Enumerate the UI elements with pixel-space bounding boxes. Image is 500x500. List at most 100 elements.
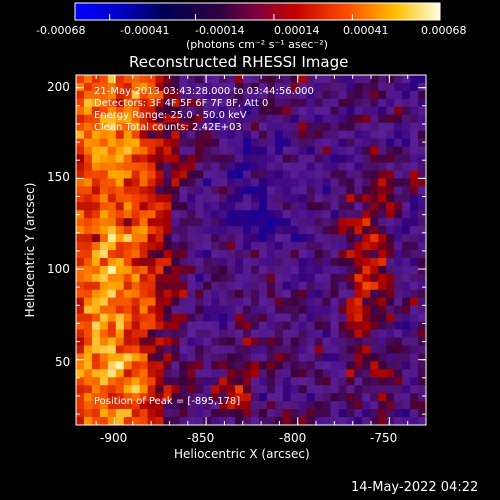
image-pixel [187, 305, 196, 315]
image-pixel [99, 106, 109, 116]
image-pixel [314, 186, 324, 195]
image-pixel [195, 377, 204, 386]
image-pixel [107, 98, 117, 108]
image-pixel [76, 178, 85, 187]
image-pixel [76, 369, 85, 378]
image-pixel [298, 130, 308, 140]
image-pixel [346, 186, 356, 195]
image-pixel [227, 234, 236, 243]
image-pixel [402, 106, 411, 116]
image-pixel [258, 106, 268, 116]
image-pixel [330, 289, 340, 299]
image-pixel [346, 106, 356, 116]
image-pixel [370, 257, 379, 267]
image-pixel [394, 345, 403, 355]
image-pixel [306, 385, 316, 394]
image-pixel [394, 170, 403, 180]
image-pixel [195, 393, 204, 402]
image-pixel [163, 385, 173, 394]
image-pixel [91, 345, 101, 355]
image-pixel [203, 138, 212, 148]
image-pixel [211, 146, 220, 156]
image-pixel [219, 313, 228, 323]
image-pixel [258, 170, 268, 180]
image-pixel [402, 281, 411, 291]
image-pixel [418, 178, 426, 187]
image-pixel [298, 82, 308, 92]
image-pixel [346, 329, 356, 339]
image-pixel [418, 242, 426, 251]
image-pixel [394, 353, 403, 362]
image-pixel [91, 90, 101, 100]
image-pixel [362, 106, 371, 116]
image-pixel [219, 178, 228, 187]
image-pixel [402, 369, 411, 378]
image-pixel [123, 146, 133, 156]
image-pixel [171, 417, 181, 425]
image-pixel [410, 90, 419, 100]
image-pixel [266, 257, 276, 267]
image-pixel [219, 162, 228, 172]
image-pixel [179, 202, 188, 211]
image-pixel [139, 154, 149, 164]
image-pixel [258, 154, 268, 164]
image-pixel [99, 393, 109, 402]
image-pixel [139, 234, 149, 243]
image-pixel [282, 170, 292, 180]
image-pixel [354, 393, 363, 402]
image-pixel [219, 210, 228, 219]
image-pixel [306, 353, 316, 362]
image-pixel [418, 170, 426, 180]
image-pixel [298, 401, 308, 410]
image-pixel [386, 297, 395, 307]
image-pixel [123, 234, 133, 243]
image-pixel [330, 265, 340, 275]
image-pixel [179, 130, 188, 140]
image-pixel [370, 393, 379, 402]
image-pixel [187, 401, 196, 410]
image-pixel [402, 154, 411, 164]
image-pixel [418, 313, 426, 323]
image-pixel [131, 281, 141, 291]
y-axis-label: Heliocentric Y (arcsec) [23, 182, 37, 318]
image-pixel [362, 226, 371, 235]
image-pixel [179, 297, 188, 307]
image-pixel [290, 138, 300, 148]
image-pixel [338, 281, 348, 291]
image-pixel [410, 106, 419, 116]
image-pixel [251, 82, 260, 92]
image-pixel [171, 122, 181, 132]
image-pixel [410, 122, 419, 132]
image-pixel [227, 82, 236, 92]
image-pixel [139, 242, 149, 251]
image-pixel [362, 297, 371, 307]
image-pixel [418, 257, 426, 267]
image-pixel [378, 345, 387, 355]
image-pixel [282, 202, 292, 211]
image-pixel [235, 250, 244, 259]
image-pixel [251, 393, 260, 402]
image-pixel [370, 178, 379, 187]
image-pixel [386, 154, 395, 164]
image-pixel [76, 337, 85, 347]
image-pixel [227, 178, 236, 187]
image-pixel [362, 170, 371, 180]
image-pixel [83, 377, 93, 386]
image-pixel [171, 385, 181, 394]
image-pixel [139, 106, 149, 116]
image-pixel [76, 273, 85, 283]
image-pixel [139, 409, 149, 418]
image-pixel [418, 250, 426, 259]
image-pixel [107, 82, 117, 92]
image-pixel [83, 194, 93, 203]
image-pixel [298, 265, 308, 275]
image-pixel [163, 106, 173, 116]
image-pixel [322, 226, 332, 235]
image-pixel [298, 242, 308, 251]
image-pixel [370, 90, 379, 100]
image-pixel [251, 409, 260, 418]
image-pixel [131, 265, 141, 275]
image-pixel [123, 202, 133, 211]
image-pixel [139, 130, 149, 140]
image-pixel [179, 186, 188, 195]
